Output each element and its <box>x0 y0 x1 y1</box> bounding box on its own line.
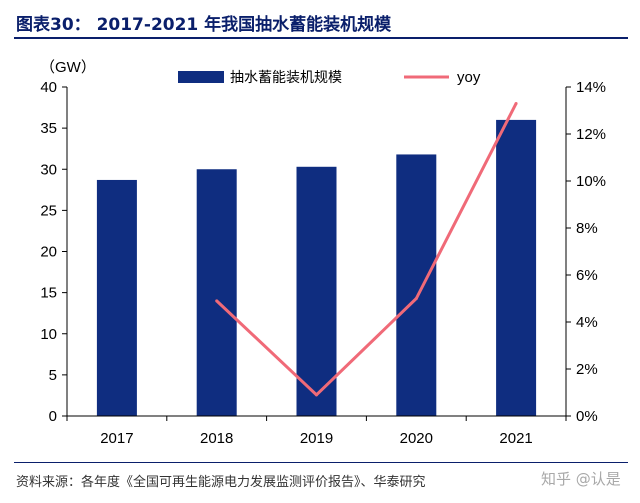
yoy-line <box>215 102 518 397</box>
y-left-tick-label-35: 35 <box>40 120 57 137</box>
yoy-line-series <box>215 101 518 397</box>
yoy-point-2018 <box>215 299 219 303</box>
x-tick-label-2017: 2017 <box>100 430 133 447</box>
y-right-tick-label-2%: 2% <box>576 361 598 378</box>
x-tick-label-2019: 2019 <box>300 430 333 447</box>
legend-bar-label: 抽水蓄能装机规模 <box>230 69 342 85</box>
bar-2017 <box>96 179 137 416</box>
bar-series <box>96 119 537 417</box>
x-tick-label-2021: 2021 <box>499 430 532 447</box>
y-left-tick-label-25: 25 <box>40 202 57 219</box>
y-right-tick-label-0%: 0% <box>576 408 598 425</box>
title-divider <box>14 37 628 39</box>
y-left-tick-label-20: 20 <box>40 244 57 261</box>
bar-2021 <box>496 119 537 417</box>
watermark: 知乎 @认是 <box>541 470 621 488</box>
y-right-tick-label-10%: 10% <box>576 173 606 190</box>
yoy-point-2020 <box>414 297 418 300</box>
y-left-tick-label-15: 15 <box>40 285 57 302</box>
legend: 抽水蓄能装机规模 yoy <box>178 69 481 86</box>
y-left-tick-label-40: 40 <box>40 79 57 96</box>
source-note: 资料来源：各年度《全国可再生能源电力发展监测评价报告》、华泰研究 <box>16 475 426 490</box>
y-right-tick-label-8%: 8% <box>576 220 598 237</box>
figure-header: 图表30： 2017-2021 年我国抽水蓄能装机规模 <box>0 0 640 40</box>
y-left-tick-label-0: 0 <box>49 408 57 425</box>
yoy-point-2019 <box>315 393 318 397</box>
x-tick-label-2020: 2020 <box>400 430 433 447</box>
chart: 0 5 10 15 20 25 30 35 40 （GW） 0% 2% 4% 6% 8% 10% 12% 14% 2… <box>40 59 606 447</box>
y-left-unit-label: （GW） <box>40 59 96 76</box>
y-right-tick-label-12%: 12% <box>576 126 606 143</box>
bar-2019 <box>296 166 337 416</box>
bar-2018 <box>196 169 237 416</box>
yoy-point-2021 <box>514 101 518 105</box>
axes: 0 5 10 15 20 25 30 35 40 （GW） 0% 2% 4% 6% 8% 10% 12% 14% 2… <box>40 59 606 447</box>
y-right-tick-label-4%: 4% <box>576 314 598 331</box>
footer-divider <box>14 462 628 463</box>
bar-2020 <box>396 154 437 416</box>
y-right-tick-label-6%: 6% <box>576 267 598 284</box>
legend-bar-swatch <box>178 71 224 83</box>
legend-line-label: yoy <box>457 69 481 86</box>
y-right-tick-label-14%: 14% <box>576 79 606 96</box>
x-tick-label-2018: 2018 <box>200 430 233 447</box>
y-left-tick-label-5: 5 <box>49 367 57 384</box>
y-left-tick-label-30: 30 <box>40 161 57 178</box>
y-left-tick-label-10: 10 <box>40 326 57 343</box>
figure-title: 图表30： 2017-2021 年我国抽水蓄能装机规模 <box>16 15 392 35</box>
